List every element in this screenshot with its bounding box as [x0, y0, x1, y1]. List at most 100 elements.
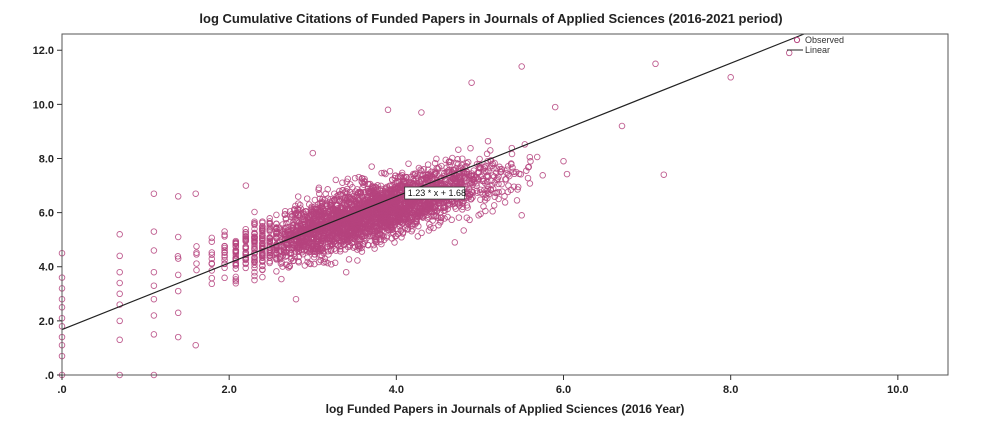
data-point — [370, 209, 378, 217]
data-point — [358, 218, 365, 226]
chart-title: log Cumulative Citations of Funded Paper… — [199, 11, 783, 26]
data-point — [333, 234, 341, 241]
y-tick-label: .0 — [45, 370, 54, 382]
data-point — [482, 162, 490, 170]
data-point — [483, 150, 491, 158]
data-point — [404, 203, 412, 210]
data-point — [232, 250, 240, 257]
data-point — [232, 240, 240, 248]
fit-equation-box — [404, 186, 466, 200]
data-point — [370, 241, 377, 249]
data-point — [388, 195, 396, 202]
data-point — [435, 164, 443, 171]
data-point — [339, 221, 347, 229]
data-point — [491, 193, 499, 201]
data-point — [328, 261, 335, 268]
data-point — [352, 188, 359, 195]
data-point — [266, 259, 273, 267]
x-tick-label: 8.0 — [723, 384, 738, 396]
data-point — [344, 238, 352, 246]
data-point — [295, 211, 302, 218]
data-point — [273, 225, 280, 233]
data-point — [463, 168, 471, 176]
data-point — [300, 224, 307, 231]
data-point — [208, 274, 216, 282]
data-point — [344, 175, 352, 183]
data-point — [327, 232, 334, 239]
data-point — [356, 245, 363, 252]
data-point — [539, 172, 546, 179]
data-point — [193, 249, 200, 256]
data-point — [150, 268, 158, 276]
data-point — [418, 208, 425, 216]
data-point — [501, 199, 509, 206]
data-point — [414, 233, 422, 240]
data-point — [382, 170, 389, 178]
data-point — [348, 217, 356, 224]
legend-observed-marker — [793, 36, 801, 44]
data-point — [439, 169, 446, 177]
data-point — [391, 199, 398, 207]
data-point — [251, 245, 258, 253]
data-point — [283, 241, 291, 248]
data-point — [150, 247, 158, 254]
data-point — [296, 242, 303, 249]
data-point — [174, 233, 182, 241]
data-point — [485, 190, 493, 198]
data-point — [266, 237, 273, 244]
data-point — [428, 208, 436, 215]
data-point — [463, 160, 470, 167]
data-point — [331, 245, 338, 253]
data-point — [378, 209, 385, 217]
data-point — [266, 247, 273, 254]
data-point — [312, 230, 319, 238]
data-point — [424, 215, 431, 222]
data-point — [533, 153, 541, 161]
data-point — [386, 167, 394, 175]
data-point — [366, 213, 373, 220]
data-point — [487, 147, 494, 154]
data-point — [357, 190, 365, 197]
data-point — [335, 232, 342, 239]
legend-observed-label: Observed — [805, 35, 844, 45]
data-point — [242, 233, 249, 240]
data-point — [343, 178, 351, 185]
data-point — [221, 249, 228, 256]
data-point — [279, 221, 286, 228]
data-point — [345, 199, 353, 206]
data-point — [418, 109, 425, 116]
data-point — [232, 277, 240, 285]
data-point — [340, 208, 348, 215]
data-point — [349, 195, 357, 203]
y-tick-label: 10.0 — [33, 99, 54, 111]
data-point — [371, 245, 378, 252]
data-point — [410, 170, 417, 178]
data-point — [221, 244, 228, 252]
data-point — [455, 214, 463, 221]
data-point — [232, 238, 240, 246]
data-point — [251, 269, 258, 276]
data-point — [495, 195, 502, 203]
data-point — [410, 208, 418, 216]
data-point — [242, 182, 250, 189]
data-point — [390, 186, 397, 194]
data-point — [490, 202, 498, 209]
data-point — [381, 203, 388, 211]
data-point — [281, 207, 289, 215]
data-point — [273, 256, 280, 263]
y-tick-label: 12.0 — [33, 45, 54, 57]
data-point — [259, 228, 266, 235]
data-point — [353, 200, 361, 208]
data-point — [377, 182, 385, 190]
data-point — [150, 331, 158, 338]
data-point — [354, 257, 361, 264]
data-point — [354, 225, 362, 233]
data-point — [266, 226, 273, 234]
data-point — [438, 214, 445, 221]
data-point — [351, 174, 359, 182]
data-point — [442, 156, 449, 164]
y-tick-label: 2.0 — [39, 316, 54, 328]
data-point — [251, 272, 258, 280]
data-point — [392, 233, 399, 240]
data-point — [259, 226, 266, 233]
